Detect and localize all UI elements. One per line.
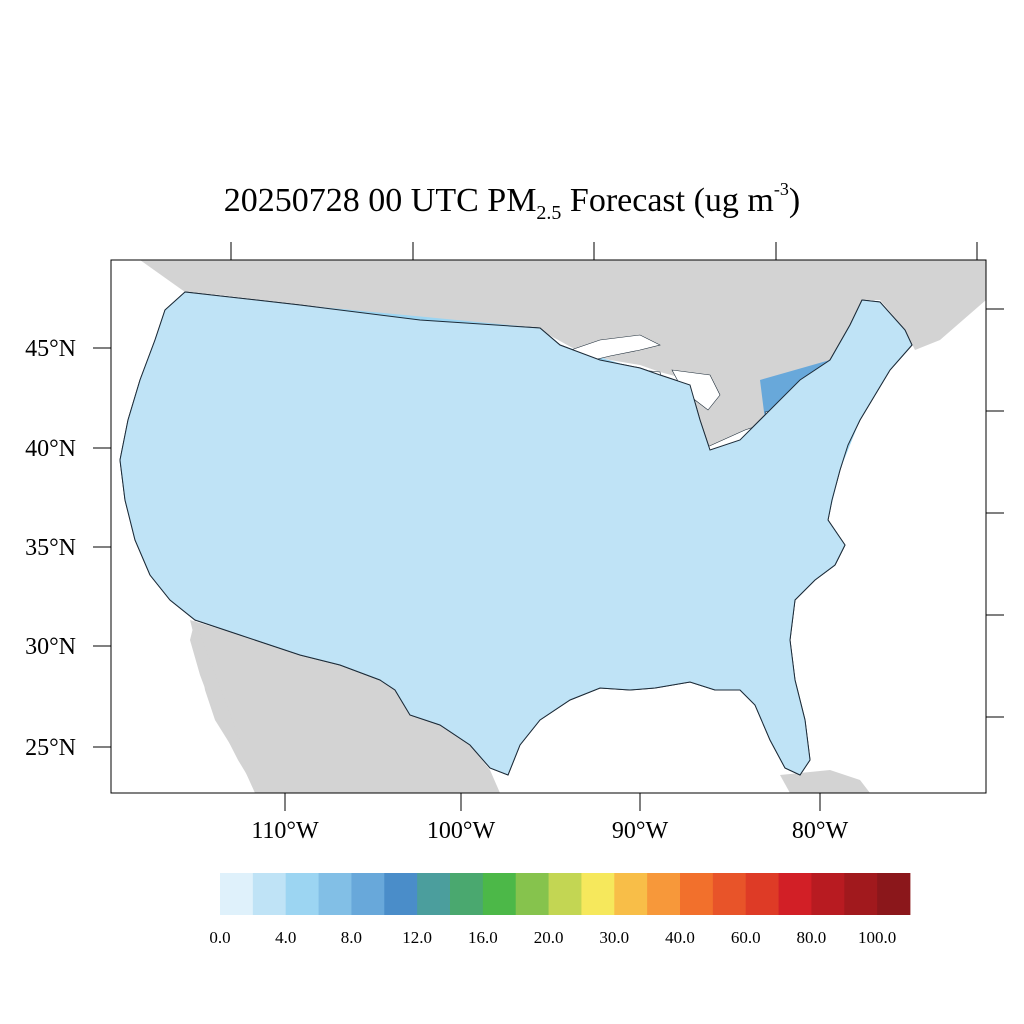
colorbar-swatch	[384, 873, 418, 915]
baja-land	[190, 620, 270, 793]
lat-label: 30°N	[25, 634, 76, 660]
colorbar-swatch	[844, 873, 878, 915]
lat-ticks-left	[93, 347, 111, 748]
title-subscript: 2.5	[536, 202, 562, 224]
colorbar-labels: 0.0 4.0 8.0 12.0 16.0 20.0 30.0 40.0 60.0 80.0 100…	[209, 928, 896, 947]
title-area: 20250728 00 UTC PM2.5 Forecast (ug m-3)	[0, 0, 1024, 240]
map-frame	[110, 259, 987, 794]
lat-label: 40°N	[25, 436, 76, 462]
colorbar-swatch	[548, 873, 582, 915]
colorbar-swatch	[811, 873, 845, 915]
colorbar-label: 60.0	[731, 928, 761, 947]
colorbar-swatch	[450, 873, 484, 915]
colorbar-swatch	[252, 873, 287, 915]
lat-label: 35°N	[25, 535, 76, 561]
colorbar-swatch	[318, 873, 352, 915]
lon-label: 100°W	[427, 818, 496, 844]
lon-label: 90°W	[612, 818, 669, 844]
lon-ticks-top	[230, 242, 978, 260]
title-superscript: -3	[773, 179, 789, 199]
colorbar-label: 8.0	[341, 928, 362, 947]
colorbar-swatch	[745, 873, 779, 915]
colorbar-label: 80.0	[797, 928, 827, 947]
colorbar-label: 20.0	[534, 928, 564, 947]
mexico-land	[190, 620, 500, 793]
colorbar	[220, 873, 911, 915]
colorbar-swatch	[417, 873, 451, 915]
colorbar-swatch	[351, 873, 385, 915]
lat-label: 25°N	[25, 735, 76, 761]
colorbar-label: 40.0	[665, 928, 695, 947]
colorbar-swatch	[680, 873, 714, 915]
colorbar-swatch	[614, 873, 648, 915]
colorbar-swatch	[877, 873, 911, 915]
colorbar-label: 12.0	[402, 928, 432, 947]
lat-ticks-right	[986, 308, 1004, 718]
lon-ticks-bottom	[284, 793, 821, 811]
colorbar-swatch	[581, 873, 615, 915]
cuba-land	[780, 770, 870, 793]
colorbar-label: 30.0	[599, 928, 629, 947]
title-main: 20250728 00 UTC PM	[223, 182, 537, 219]
colorbar-label: 0.0	[209, 928, 230, 947]
colorbar-label: 16.0	[468, 928, 498, 947]
lat-labels: 45°N 40°N 35°N 30°N 25°N	[25, 336, 76, 761]
lon-labels: 110°W 100°W 90°W 80°W	[251, 818, 848, 844]
lon-label: 80°W	[792, 818, 849, 844]
colorbar-swatch	[285, 873, 319, 915]
colorbar-swatch	[482, 873, 517, 915]
colorbar-swatch	[712, 873, 747, 915]
colorbar-label: 100.0	[858, 928, 896, 947]
title-suffix: Forecast (ug m	[561, 182, 774, 219]
lat-label: 45°N	[25, 336, 76, 362]
colorbar-swatch	[220, 873, 254, 915]
title-close: )	[788, 182, 801, 219]
lon-label: 110°W	[251, 818, 319, 844]
colorbar-label: 4.0	[275, 928, 296, 947]
chart-title: 20250728 00 UTC PM2.5 Forecast (ug m-3)	[0, 180, 1024, 223]
colorbar-swatch	[647, 873, 681, 915]
colorbar-swatch	[515, 873, 549, 915]
colorbar-swatch	[778, 873, 812, 915]
